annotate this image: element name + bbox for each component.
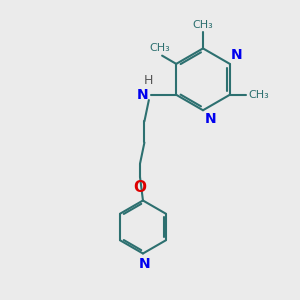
Text: CH₃: CH₃ <box>149 43 170 53</box>
Text: N: N <box>137 88 149 102</box>
Text: H: H <box>144 74 154 87</box>
Text: N: N <box>139 257 150 271</box>
Text: CH₃: CH₃ <box>248 90 269 100</box>
Text: N: N <box>231 48 243 62</box>
Text: CH₃: CH₃ <box>193 20 213 30</box>
Text: N: N <box>205 112 216 126</box>
Text: O: O <box>134 181 146 196</box>
